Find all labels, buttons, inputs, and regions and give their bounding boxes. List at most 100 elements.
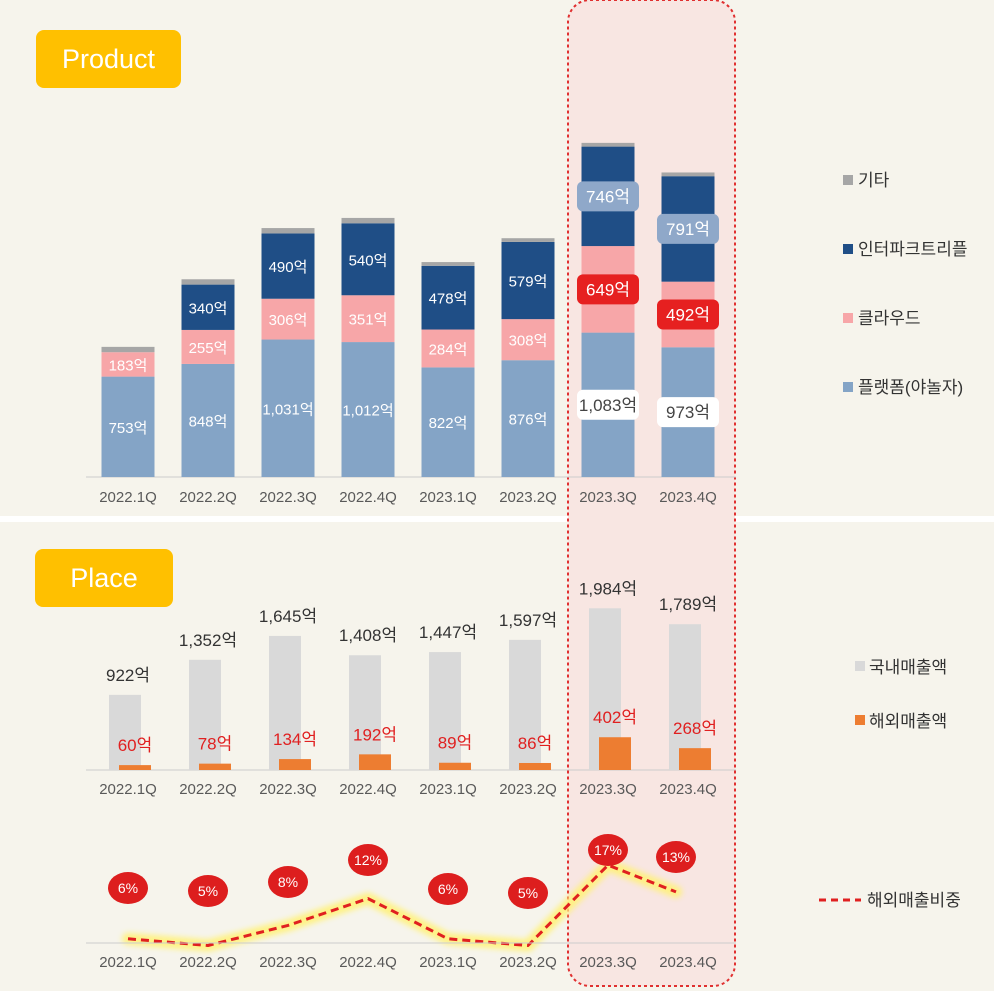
data-label: 490억 xyxy=(269,259,308,276)
tick-label: 2022.1Q xyxy=(99,489,157,506)
ratio-bubble xyxy=(588,834,628,866)
bar-overseas xyxy=(359,754,391,770)
legend-swatch xyxy=(855,715,865,725)
domestic-label: 1,447억 xyxy=(419,623,477,642)
bar-platform xyxy=(421,367,475,477)
bar-etc xyxy=(421,262,475,266)
tick-label: 2022.1Q xyxy=(99,781,157,798)
bar-overseas xyxy=(519,762,551,770)
tick-label: 2023.3Q xyxy=(579,781,637,798)
ratio-label: 5% xyxy=(198,883,218,899)
domestic-label: 1,789억 xyxy=(659,595,717,614)
legend-swatch xyxy=(843,382,853,392)
tick-label: 2023.4Q xyxy=(659,954,717,971)
legend-swatch xyxy=(843,175,853,185)
tick-label: 2022.4Q xyxy=(339,489,397,506)
ratio-label: 6% xyxy=(118,880,138,896)
bar-overseas xyxy=(199,763,231,770)
ratio-bubble xyxy=(656,841,696,873)
overseas-label: 86억 xyxy=(518,734,553,753)
ratio-bubble xyxy=(108,872,148,904)
data-label: 579억 xyxy=(509,274,548,291)
tick-label: 2022.2Q xyxy=(179,781,237,798)
data-label: 753억 xyxy=(109,420,148,437)
tick-label: 2023.3Q xyxy=(579,954,637,971)
tick-label: 2023.1Q xyxy=(419,781,477,798)
domestic-label: 1,352억 xyxy=(179,631,237,650)
data-label-box xyxy=(577,389,639,420)
bar-cloud xyxy=(421,329,475,368)
bar-domestic xyxy=(669,624,701,770)
tick-label: 2022.2Q xyxy=(179,489,237,506)
data-label: 973억 xyxy=(666,403,710,422)
bar-cloud xyxy=(501,319,555,361)
data-label: 306억 xyxy=(269,312,308,329)
legend-label: 해외매출액 xyxy=(869,712,947,731)
overseas-label: 192억 xyxy=(353,725,397,744)
overseas-label: 78억 xyxy=(198,735,233,754)
bar-overseas xyxy=(439,762,471,770)
ratio-bubble xyxy=(348,844,388,876)
bar-overseas xyxy=(119,765,151,770)
ratio-label: 12% xyxy=(354,852,382,868)
bar-domestic xyxy=(109,694,141,770)
data-label: 822억 xyxy=(429,415,468,432)
data-label: 1,031억 xyxy=(262,401,313,418)
ratio-bubble xyxy=(268,866,308,898)
bar-cloud xyxy=(261,298,315,340)
data-label: 340억 xyxy=(189,300,228,317)
legend-label: 플랫폼(야놀자) xyxy=(858,378,963,397)
overseas-label: 268억 xyxy=(673,719,717,738)
bar-interpark xyxy=(421,265,475,330)
bar-domestic xyxy=(349,655,381,770)
data-label: 540억 xyxy=(349,252,388,269)
data-label: 791억 xyxy=(666,220,710,239)
ratio-label: 5% xyxy=(518,885,538,901)
bar-platform xyxy=(181,363,235,477)
bar-platform xyxy=(501,360,555,477)
ratio-bubble xyxy=(188,875,228,907)
tick-label: 2023.1Q xyxy=(419,954,477,971)
domestic-label: 1,984억 xyxy=(579,579,637,598)
data-label: 308억 xyxy=(509,333,548,350)
tick-label: 2023.2Q xyxy=(499,489,557,506)
ratio-label: 8% xyxy=(278,874,298,890)
data-label-box xyxy=(657,213,719,244)
legend-swatch xyxy=(855,661,865,671)
data-label: 1,083억 xyxy=(579,396,637,415)
bar-etc xyxy=(341,217,395,224)
domestic-label: 1,408억 xyxy=(339,626,397,645)
ratio-label: 13% xyxy=(662,849,690,865)
bar-interpark xyxy=(501,241,555,320)
bar-interpark xyxy=(181,284,235,330)
tick-label: 2022.4Q xyxy=(339,781,397,798)
bar-domestic xyxy=(189,659,221,770)
ratio-label: 17% xyxy=(594,842,622,858)
bar-domestic xyxy=(429,652,461,770)
data-label: 876억 xyxy=(509,412,548,429)
ratio-line xyxy=(127,863,677,947)
data-label-box xyxy=(577,181,639,212)
tick-label: 2022.3Q xyxy=(259,489,317,506)
bar-etc xyxy=(581,142,635,147)
domestic-label: 922억 xyxy=(106,666,150,685)
data-label: 255억 xyxy=(189,340,228,357)
tick-label: 2023.3Q xyxy=(579,489,637,506)
tick-label: 2022.4Q xyxy=(339,954,397,971)
tick-label: 2022.1Q xyxy=(99,954,157,971)
place-badge: Place xyxy=(35,549,173,607)
tick-label: 2022.3Q xyxy=(259,781,317,798)
bar-etc xyxy=(261,228,315,234)
data-label-box xyxy=(657,397,719,428)
bar-platform xyxy=(341,342,395,477)
data-label: 649억 xyxy=(586,280,630,299)
bar-platform xyxy=(261,339,315,477)
bar-etc xyxy=(501,238,555,242)
data-label-box xyxy=(657,299,719,330)
product-badge: Product xyxy=(36,30,181,88)
bar-domestic xyxy=(509,639,541,770)
legend-label: 기타 xyxy=(858,171,890,190)
bar-cloud xyxy=(181,329,235,364)
bar-overseas xyxy=(679,748,711,770)
data-label: 351억 xyxy=(349,312,388,329)
